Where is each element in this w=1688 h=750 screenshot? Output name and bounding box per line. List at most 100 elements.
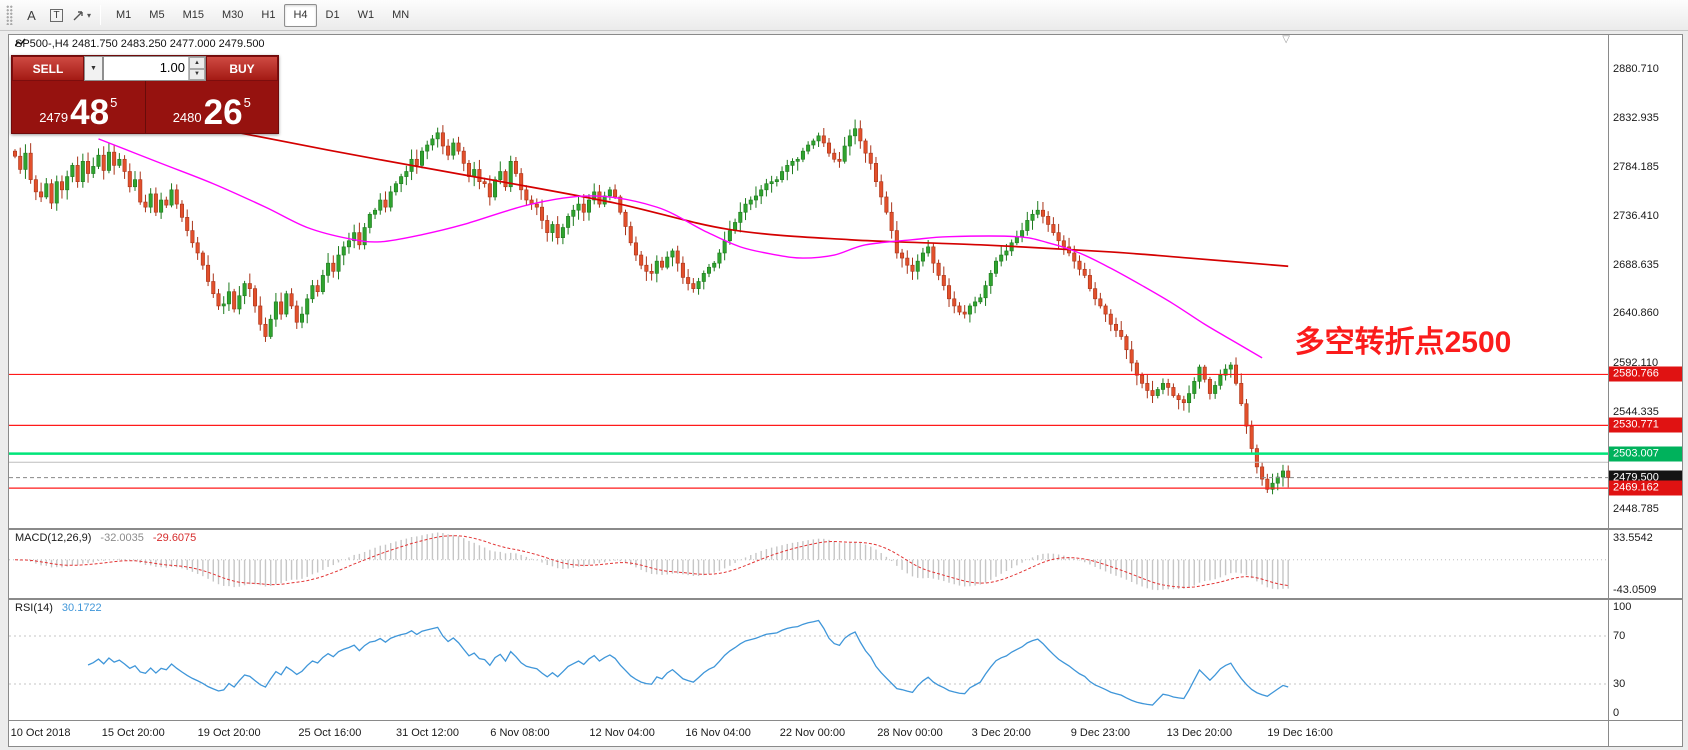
rsi-axis-label: 70 [1613, 630, 1626, 642]
pane-separator[interactable] [9, 528, 1682, 530]
fast-ma-line [98, 138, 1263, 359]
macd-axis[interactable]: 33.5542 -43.0509 [1608, 530, 1682, 598]
objects-tool-button[interactable]: ▾ [69, 4, 94, 27]
macd-chart-canvas [9, 532, 1608, 591]
axis-corner [1608, 720, 1682, 746]
price-axis-label: 2832.935 [1613, 111, 1659, 124]
time-axis-label: 3 Dec 20:00 [971, 727, 1031, 739]
timeframe-button-m15[interactable]: M15 [182, 9, 204, 21]
price-axis[interactable]: 2880.710 2832.935 2784.185 2736.410 2688.635… [1608, 35, 1682, 528]
timeframe-button-m30[interactable]: M30 [221, 9, 244, 21]
rsi-line [87, 619, 1289, 706]
rsi-axis-label: 30 [1613, 678, 1626, 690]
sell-price-main: 2479 [39, 110, 69, 125]
time-axis-label: 13 Dec 20:00 [1166, 727, 1233, 739]
price-axis-label: 2448.785 [1613, 502, 1659, 515]
price-axis-label: 2880.710 [1613, 62, 1659, 75]
symbol-ohlc-text: SP500-,H4 2481.750 2483.250 2477.000 247… [15, 38, 265, 50]
macd-signal-line [14, 535, 1289, 588]
rsi-axis-label: 100 [1613, 601, 1632, 613]
price-axis-label: 2736.410 [1613, 209, 1659, 222]
macd-pane[interactable]: MACD(12,26,9) -32.0035 -29.6075 [9, 530, 1608, 598]
font-tool-button[interactable]: A [19, 4, 44, 27]
main-plot[interactable]: SP500-,H4 2481.750 2483.250 2477.000 247… [9, 35, 1608, 528]
buy-price-point: 5 [243, 95, 251, 110]
timeframe-button-m1[interactable]: M1 [116, 9, 132, 21]
time-axis[interactable]: 10 Oct 2018 15 Oct 20:00 19 Oct 20:00 25 Oc… [9, 720, 1608, 746]
rsi-axis-label: 0 [1613, 707, 1620, 719]
rsi-chart-canvas [9, 619, 1608, 706]
font-a-icon: A [27, 7, 36, 23]
time-axis-label: 6 Nov 08:00 [490, 727, 550, 739]
top-toolbar: A T ▾ M1 M5 M15 M30 H1 H4 D1 W1 MN [0, 0, 1688, 31]
macd-histogram [19, 532, 1289, 591]
timeframe-button-h4[interactable]: H4 [284, 3, 317, 27]
sell-price-point: 5 [110, 95, 118, 110]
timeframe-button-d1[interactable]: D1 [325, 9, 340, 21]
chevron-down-icon: ▾ [86, 10, 91, 20]
chart-shift-marker-icon[interactable]: ▽ [1282, 35, 1290, 45]
time-axis-label: 15 Oct 20:00 [101, 727, 165, 739]
price-badge: 2503.007 [1609, 446, 1682, 462]
buy-price-display[interactable]: 2480 26 5 [146, 81, 279, 133]
rsi-indicator-name: RSI(14) [15, 602, 53, 614]
time-axis-label: 9 Dec 23:00 [1070, 727, 1131, 739]
sell-price-pips: 48 [70, 93, 110, 133]
macd-value: -32.0035 [100, 532, 144, 544]
price-axis-label: 2544.335 [1613, 405, 1659, 418]
price-badge: 2530.771 [1609, 417, 1682, 433]
chart-text-annotation[interactable]: 多空转折点2500 [1294, 326, 1512, 359]
rsi-pane[interactable]: RSI(14) 30.1722 [9, 600, 1608, 720]
buy-price-main: 2480 [172, 110, 202, 125]
volume-value[interactable]: 1.00 [159, 60, 185, 75]
rsi-axis[interactable]: 100 70 30 0 [1608, 600, 1682, 720]
price-badge: 2580.766 [1609, 366, 1682, 382]
price-chart-canvas [9, 87, 1608, 495]
time-axis-label: 12 Nov 04:00 [589, 727, 655, 739]
time-axis-label: 10 Oct 2018 [10, 727, 71, 739]
toolbar-separator [100, 5, 101, 25]
symbol-info-line: SP500-,H4 2481.750 2483.250 2477.000 247… [15, 38, 265, 50]
macd-indicator-name: MACD(12,26,9) [15, 532, 92, 544]
objects-arrow-icon [73, 10, 83, 20]
time-axis-label: 28 Nov 00:00 [877, 727, 943, 739]
buy-button[interactable]: BUY [206, 56, 278, 81]
order-type-dropdown[interactable]: ▼ [84, 56, 103, 81]
price-axis-label: 2592.110 [1613, 356, 1659, 369]
pane-separator[interactable] [9, 598, 1682, 600]
rsi-value: 30.1722 [61, 602, 102, 614]
sell-button[interactable]: SELL [12, 56, 84, 81]
time-axis-label: 16 Nov 04:00 [685, 727, 751, 739]
time-axis-label: 25 Oct 16:00 [298, 727, 362, 739]
one-click-trade-panel: SELL ▼ 1.00 ▲ ▼ BUY 2479 48 5 [11, 55, 279, 134]
time-axis-label: 22 Nov 00:00 [779, 727, 846, 739]
slow-ma-line [14, 87, 1289, 268]
text-box-icon: T [50, 8, 63, 22]
sell-price-display[interactable]: 2479 48 5 [12, 81, 146, 133]
macd-axis-max: 33.5542 [1613, 532, 1653, 544]
buy-price-pips: 26 [203, 93, 243, 133]
toolbar-drag-handle-icon[interactable] [6, 5, 13, 25]
price-axis-label: 2688.635 [1613, 258, 1659, 271]
timeframe-button-mn[interactable]: MN [392, 9, 410, 21]
price-axis-label: 2640.860 [1613, 307, 1659, 320]
time-axis-label: 19 Oct 20:00 [197, 727, 261, 739]
timeframe-button-h1[interactable]: H1 [261, 9, 276, 21]
chart-window: SP500-,H4 2481.750 2483.250 2477.000 247… [8, 34, 1683, 747]
volume-field[interactable]: 1.00 ▲ ▼ [103, 56, 206, 81]
time-axis-label: 19 Dec 16:00 [1267, 727, 1333, 739]
macd-signal-value: -29.6075 [152, 532, 197, 544]
candles-layer [13, 119, 1291, 495]
macd-label-line: MACD(12,26,9) -32.0035 -29.6075 [15, 532, 196, 544]
rsi-label-line: RSI(14) 30.1722 [15, 602, 102, 614]
timeframe-button-m5[interactable]: M5 [149, 9, 165, 21]
price-axis-label: 2784.185 [1613, 161, 1659, 174]
price-badge: 2469.162 [1609, 480, 1682, 496]
text-tool-button[interactable]: T [44, 4, 69, 27]
timeframe-button-w1[interactable]: W1 [357, 9, 375, 21]
time-axis-label: 31 Oct 12:00 [395, 727, 459, 739]
volume-down-button[interactable]: ▼ [189, 68, 205, 80]
chart-icon [15, 38, 26, 47]
volume-up-button[interactable]: ▲ [189, 57, 205, 69]
